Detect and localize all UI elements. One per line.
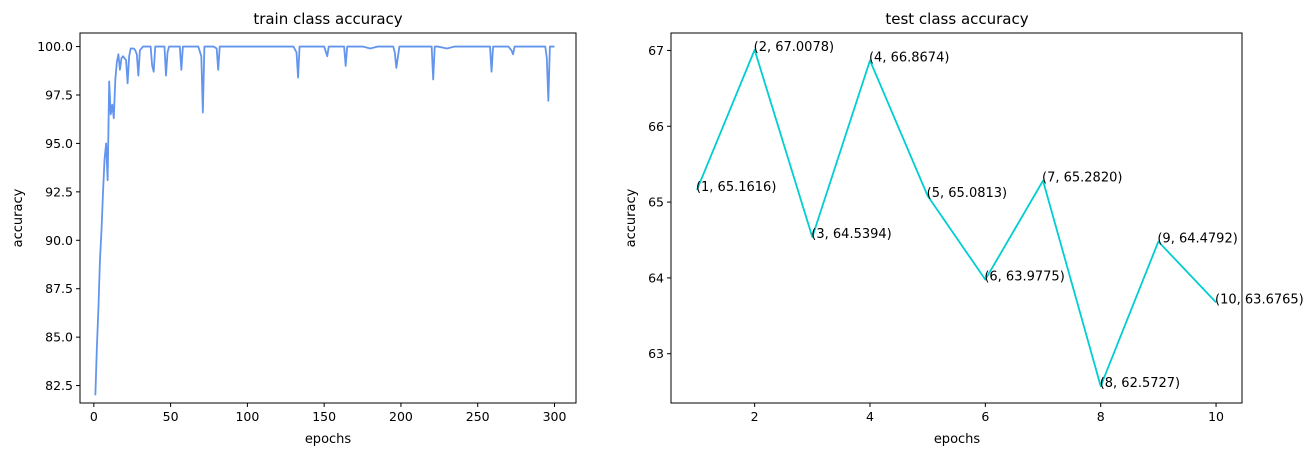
train-x-tick-label: 100 xyxy=(235,409,259,424)
train-plot-frame xyxy=(79,32,577,404)
train-y-tick-label: 82.5 xyxy=(45,378,73,393)
test-accuracy-line xyxy=(696,48,1217,388)
test-x-tick-label: 2 xyxy=(751,409,759,424)
test-plot-frame xyxy=(670,32,1243,404)
test-y-tick-label: 65 xyxy=(648,195,664,210)
train-accuracy-chart: train class accuracy epochs accuracy 0 50… xyxy=(11,10,577,447)
train-y-tick-label: 90.0 xyxy=(45,233,73,248)
test-accuracy-chart: test class accuracy epochs accuracy 2 4 6 8… xyxy=(624,10,1304,447)
data-label: (10, 63.6765) xyxy=(1215,292,1304,307)
data-label: (5, 65.0813) xyxy=(927,186,1007,201)
train-y-tick-label: 97.5 xyxy=(45,87,73,102)
train-x-tick-label: 150 xyxy=(312,409,336,424)
data-label: (3, 64.5394) xyxy=(811,227,891,242)
test-y-tick-label: 66 xyxy=(648,119,664,134)
data-label: (7, 65.2820) xyxy=(1042,171,1122,186)
data-label: (2, 67.0078) xyxy=(754,40,834,55)
train-x-tick-label: 250 xyxy=(466,409,490,424)
train-y-tick-label: 92.5 xyxy=(45,184,73,199)
test-y-tick-label: 67 xyxy=(648,43,664,58)
data-label: (8, 62.5727) xyxy=(1100,376,1180,391)
train-y-axis-label: accuracy xyxy=(11,188,26,247)
test-y-tick-label: 64 xyxy=(648,270,664,285)
test-x-tick-label: 8 xyxy=(1097,409,1105,424)
test-y-axis-label: accuracy xyxy=(624,188,639,247)
train-accuracy-line xyxy=(94,45,555,396)
train-y-tick-label: 87.5 xyxy=(45,281,73,296)
test-x-tick-label: 6 xyxy=(981,409,989,424)
test-chart-title: test class accuracy xyxy=(885,10,1028,28)
train-x-axis-label: epochs xyxy=(305,432,352,447)
data-label: (6, 63.9775) xyxy=(984,270,1064,285)
train-y-tick-label: 85.0 xyxy=(45,330,73,345)
train-x-tick-label: 300 xyxy=(543,409,567,424)
data-label: (9, 64.4792) xyxy=(1157,232,1237,247)
data-label: (4, 66.8674) xyxy=(869,50,949,65)
data-label: (1, 65.1616) xyxy=(696,180,776,195)
train-chart-title: train class accuracy xyxy=(253,10,402,28)
test-x-tick-label: 10 xyxy=(1208,409,1224,424)
train-x-tick-label: 200 xyxy=(389,409,413,424)
test-x-axis-label: epochs xyxy=(934,432,981,447)
test-y-tick-label: 63 xyxy=(648,346,664,361)
train-y-tick-label: 95.0 xyxy=(45,136,73,151)
test-x-tick-label: 4 xyxy=(866,409,874,424)
train-x-tick-label: 50 xyxy=(163,409,179,424)
train-y-tick-label: 100.0 xyxy=(37,39,73,54)
train-x-tick-label: 0 xyxy=(90,409,98,424)
